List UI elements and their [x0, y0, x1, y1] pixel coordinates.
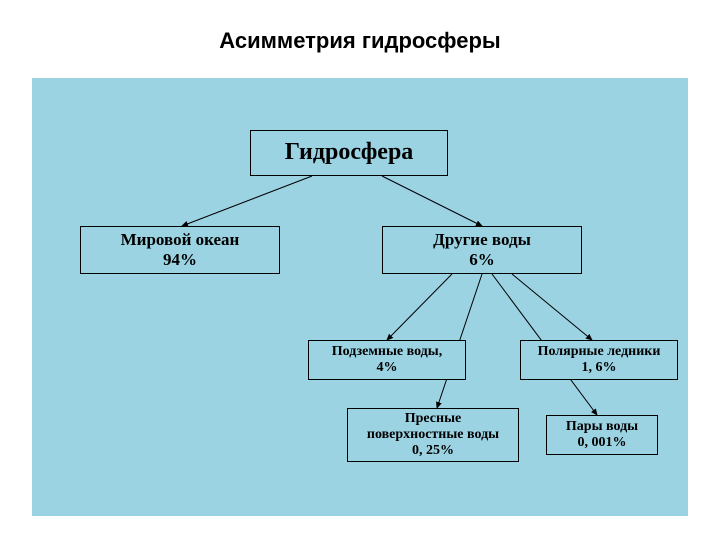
page-title: Асимметрия гидросферы [0, 28, 720, 54]
edge [182, 176, 312, 226]
node-line: 0, 25% [412, 443, 454, 459]
node-line: Пресные [405, 411, 462, 427]
edge [387, 274, 452, 340]
node-ocean: Мировой океан94% [80, 226, 280, 274]
node-line: Другие воды [433, 230, 531, 250]
node-line: 6% [469, 250, 495, 270]
edge [382, 176, 482, 226]
node-fresh: Пресныеповерхностные воды0, 25% [347, 408, 519, 462]
node-line: Полярные ледники [538, 344, 661, 360]
node-polar: Полярные ледники1, 6% [520, 340, 678, 380]
node-line: Пары воды [566, 419, 638, 435]
diagram-canvas: Гидросфера Мировой океан94% Другие воды6… [32, 78, 688, 516]
node-line: 4% [377, 360, 398, 376]
node-line: 94% [163, 250, 197, 270]
node-other: Другие воды6% [382, 226, 582, 274]
node-vapor: Пары воды0, 001% [546, 415, 658, 455]
node-line: Подземные воды, [332, 344, 442, 360]
node-line: Гидросфера [285, 139, 414, 167]
edge [512, 274, 592, 340]
node-line: поверхностные воды [367, 427, 499, 443]
node-ground: Подземные воды,4% [308, 340, 466, 380]
node-line: 0, 001% [578, 435, 627, 451]
node-line: 1, 6% [582, 360, 617, 376]
node-root: Гидросфера [250, 130, 448, 176]
node-line: Мировой океан [121, 230, 240, 250]
